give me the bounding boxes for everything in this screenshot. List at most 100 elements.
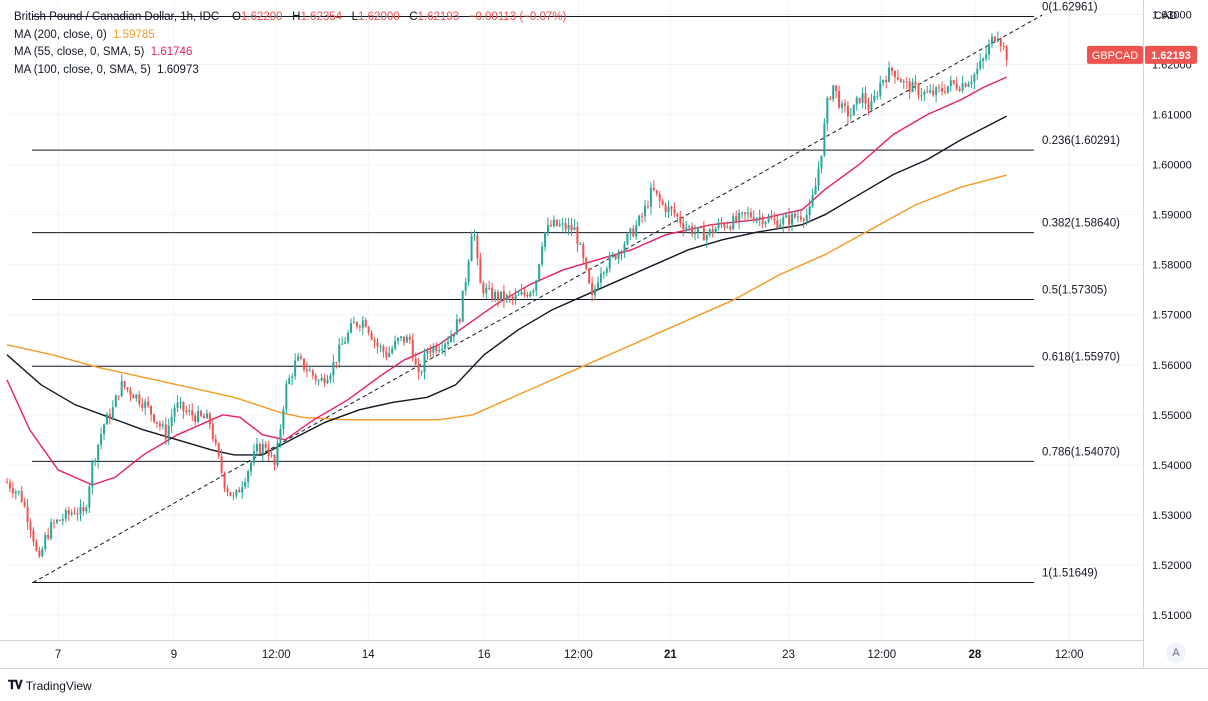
candle-body (599, 273, 602, 283)
fibonacci-retracement[interactable]: 0(1.62961) 0.236(1.60291) 0.382(1.58640) 0.… (32, 1, 1120, 584)
candle-body (605, 268, 608, 273)
candle-body (614, 254, 617, 259)
candle-body (738, 213, 741, 222)
candle-body (11, 488, 14, 494)
candle-body (758, 216, 761, 219)
candle-body (555, 219, 558, 226)
ma55-label: MA (55, close, 0, SMA, 5) (14, 46, 145, 58)
candle-body (470, 235, 473, 262)
y-tick-label: 1.58000 (1152, 260, 1192, 272)
candle-body (294, 360, 297, 377)
symbol-title[interactable]: British Pound / Canadian Dollar, 1h, IDC (14, 11, 220, 23)
candle-body (967, 83, 970, 87)
candle-body (435, 345, 438, 352)
candle-body (85, 507, 88, 512)
axes: 1.51000 1.52000 1.53000 1.54000 1.55000 1.560… (0, 0, 1208, 669)
candle-body (238, 489, 241, 493)
candles (6, 31, 1008, 559)
y-tick-label: 1.51000 (1152, 610, 1192, 622)
candle-body (714, 228, 717, 234)
candle-body (635, 225, 638, 237)
candle-body (20, 491, 23, 502)
candle-body (652, 187, 655, 190)
candle-body (182, 401, 185, 412)
candle-body (658, 193, 661, 201)
candle-body (705, 235, 708, 241)
candle-body (908, 81, 911, 93)
candle-body (799, 216, 802, 220)
candle-body (220, 456, 223, 473)
candle-body (626, 233, 629, 245)
y-tick-label: 1.55000 (1152, 410, 1192, 422)
low-value: 1.62000 (358, 11, 400, 23)
x-tick-label: 12:00 (1055, 649, 1084, 661)
candle-body (767, 217, 770, 222)
candle-body (170, 416, 173, 427)
candle-body (438, 349, 441, 352)
candle-body (341, 343, 344, 345)
candle-body (829, 98, 832, 100)
candle-body (373, 339, 376, 343)
x-tick-label: 14 (362, 649, 375, 661)
candle-body (632, 228, 635, 237)
candle-body (153, 414, 156, 422)
candle-body (217, 443, 220, 457)
candle-body (444, 343, 447, 349)
candle-body (226, 488, 229, 493)
candle-body (696, 227, 699, 233)
candle-body (388, 353, 391, 357)
candle-body (88, 486, 91, 508)
candle-body (1002, 45, 1005, 47)
candle-body (41, 549, 44, 557)
candle-body (843, 103, 846, 106)
candle-body (735, 216, 738, 222)
candle-body (417, 364, 420, 373)
candle-body (694, 232, 697, 235)
candle-body (405, 336, 408, 343)
candle-body (123, 381, 126, 388)
x-tick-label: 21 (664, 649, 677, 661)
candle-body (250, 462, 253, 472)
candle-body (896, 77, 899, 80)
candle-body (276, 443, 279, 465)
ma100-row[interactable]: MA (100, close, 0, SMA, 5) 1.60973 (14, 62, 566, 80)
candle-body (467, 261, 470, 283)
candle-body (214, 439, 217, 444)
candle-body (155, 421, 158, 424)
ma200-row[interactable]: MA (200, close, 0) 1.59785 (14, 27, 566, 45)
candle-body (432, 345, 435, 353)
trendline[interactable] (32, 14, 1043, 583)
candle-body (449, 336, 452, 342)
candle-body (352, 322, 355, 324)
ma100-value: 1.60973 (157, 63, 199, 76)
candle-body (929, 90, 932, 93)
candle-body (594, 288, 597, 295)
ma55-row[interactable]: MA (55, close, 0, SMA, 5) 1.61746 (14, 44, 566, 62)
candle-body (805, 214, 808, 221)
candle-body (205, 413, 208, 419)
candle-body (899, 79, 902, 83)
candle-body (511, 296, 514, 299)
candle-body (958, 88, 961, 91)
candle-body (676, 214, 679, 217)
x-tick-label: 12:00 (564, 649, 593, 661)
candle-body (447, 341, 450, 344)
candle-body (943, 91, 946, 93)
candle-body (399, 336, 402, 338)
candle-body (876, 95, 879, 97)
candle-body (976, 68, 979, 75)
candle-body (838, 91, 841, 108)
candle-body (564, 223, 567, 230)
currency-unit-label[interactable]: CAD (1154, 10, 1178, 22)
candle-body (544, 232, 547, 247)
candle-body (914, 81, 917, 85)
candle-body (746, 212, 749, 214)
auto-scale-button[interactable]: A (1166, 643, 1186, 663)
candle-body (394, 341, 397, 349)
candle-body (902, 81, 905, 83)
candle-body (932, 90, 935, 95)
candle-body (523, 292, 526, 295)
tradingview-brand[interactable]: 𝐓𝐕 TradingView (8, 678, 92, 693)
candle-body (67, 510, 70, 515)
